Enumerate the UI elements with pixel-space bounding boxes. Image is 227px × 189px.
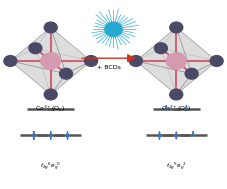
Circle shape	[129, 56, 142, 66]
Circle shape	[105, 22, 122, 36]
Polygon shape	[35, 48, 91, 94]
Circle shape	[44, 22, 57, 33]
Polygon shape	[176, 61, 217, 94]
Polygon shape	[10, 48, 51, 94]
FancyArrowPatch shape	[82, 55, 134, 62]
Polygon shape	[10, 27, 51, 61]
Circle shape	[167, 53, 186, 69]
Polygon shape	[136, 48, 176, 94]
Polygon shape	[136, 27, 192, 74]
Circle shape	[60, 68, 72, 79]
Circle shape	[210, 56, 223, 66]
Circle shape	[41, 53, 60, 69]
Text: $t_{2g}$$^5$$e_g$$^2$: $t_{2g}$$^5$$e_g$$^2$	[166, 161, 187, 172]
Polygon shape	[136, 27, 176, 61]
Circle shape	[29, 43, 42, 54]
Text: Co$^{3+}$(O$_h$): Co$^{3+}$(O$_h$)	[35, 104, 66, 114]
Circle shape	[155, 43, 167, 54]
Circle shape	[85, 56, 98, 66]
Circle shape	[185, 68, 198, 79]
Polygon shape	[35, 27, 91, 61]
Polygon shape	[161, 27, 217, 61]
Text: + BCDs: + BCDs	[97, 65, 121, 70]
Circle shape	[4, 56, 17, 66]
Text: Co$^{2+}$(O$_h$): Co$^{2+}$(O$_h$)	[161, 104, 192, 114]
Text: $t_{2g}$$^6$$e_g$$^0$: $t_{2g}$$^6$$e_g$$^0$	[40, 161, 61, 172]
Polygon shape	[161, 48, 217, 94]
Polygon shape	[51, 61, 91, 94]
Polygon shape	[176, 27, 217, 74]
Polygon shape	[10, 61, 66, 94]
Circle shape	[170, 22, 183, 33]
Polygon shape	[51, 27, 91, 74]
Circle shape	[44, 89, 57, 100]
Polygon shape	[136, 61, 192, 94]
Circle shape	[170, 89, 183, 100]
Polygon shape	[10, 27, 66, 74]
